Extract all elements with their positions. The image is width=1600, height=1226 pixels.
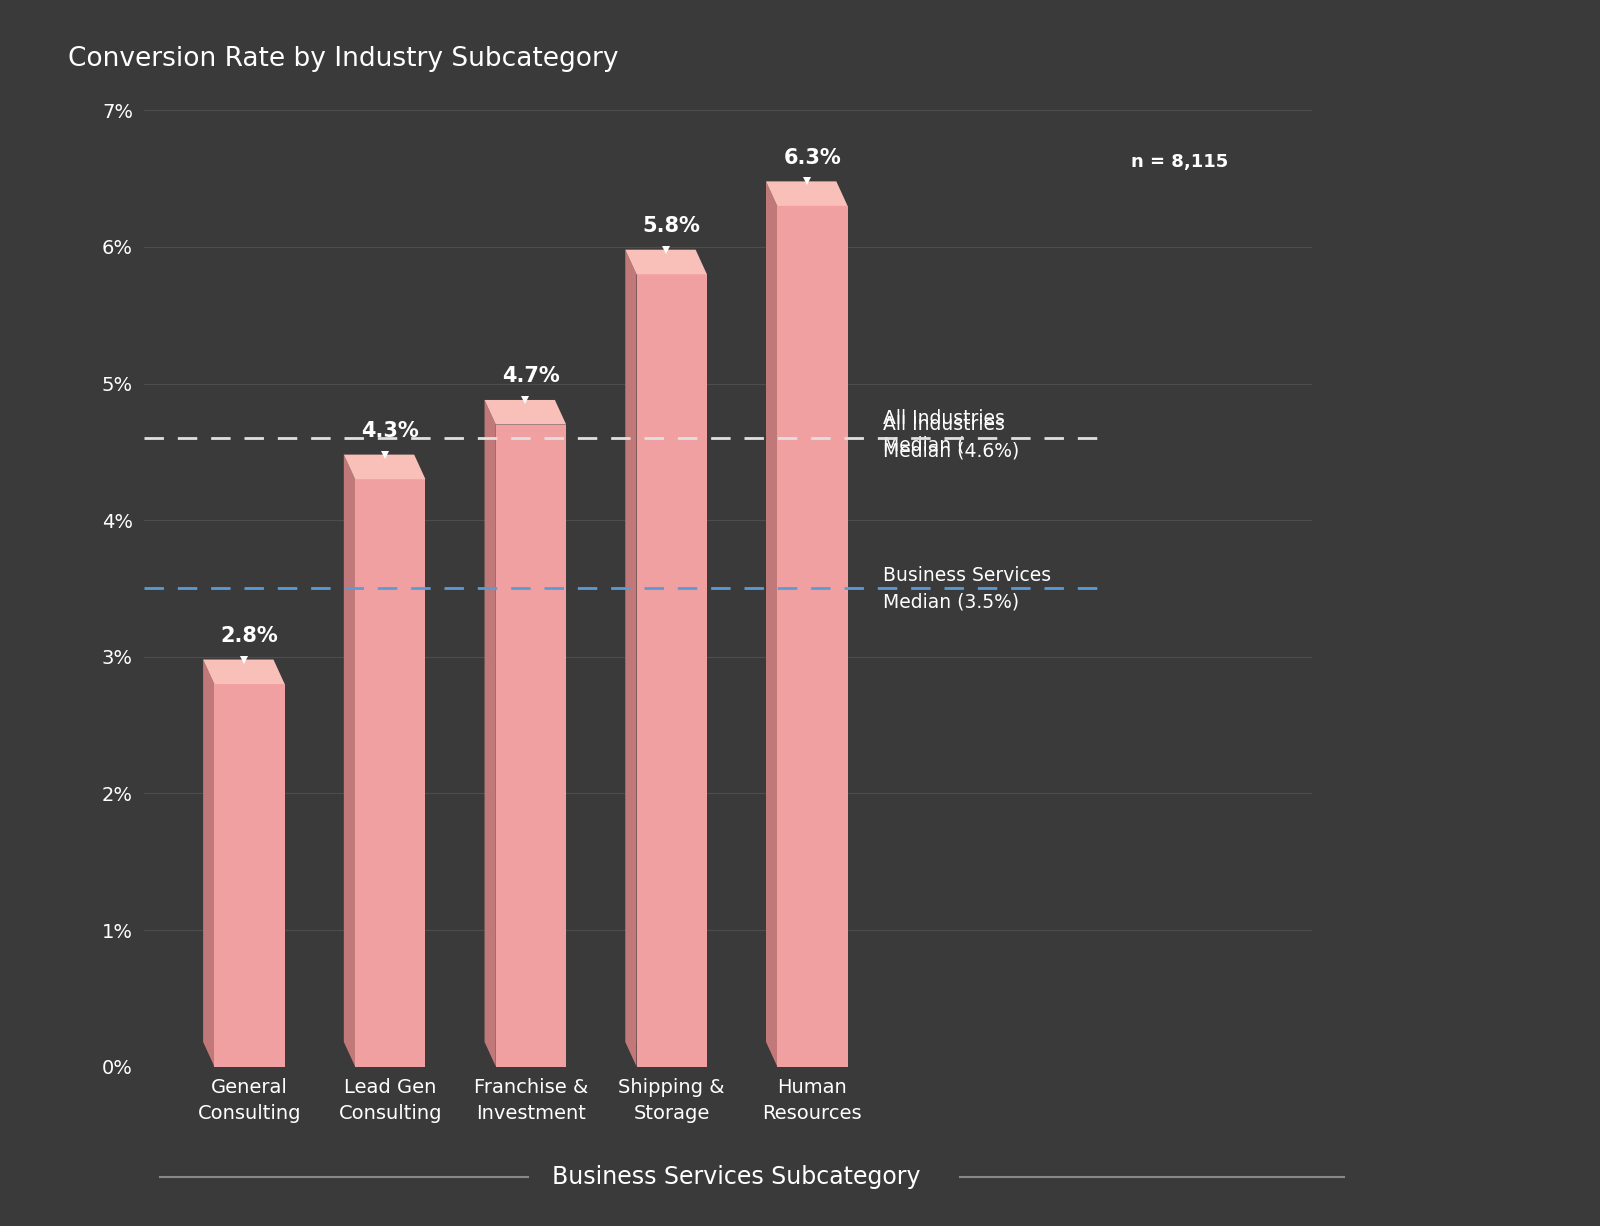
Polygon shape bbox=[766, 1042, 848, 1067]
Polygon shape bbox=[485, 1042, 566, 1067]
Text: Conversion Rate by Industry Subcategory: Conversion Rate by Industry Subcategory bbox=[69, 47, 619, 72]
Polygon shape bbox=[485, 400, 566, 424]
Text: 2.8%: 2.8% bbox=[221, 625, 278, 646]
Text: Business Services
Median (3.5%): Business Services Median (3.5%) bbox=[883, 565, 1051, 612]
Polygon shape bbox=[344, 455, 355, 1067]
Bar bbox=[778, 206, 848, 1067]
Text: Business Services Subcategory: Business Services Subcategory bbox=[552, 1165, 920, 1189]
Text: 6.3%: 6.3% bbox=[784, 147, 842, 168]
Bar bbox=[496, 424, 566, 1067]
Text: All Industries
Median (: All Industries Median ( bbox=[883, 408, 1005, 454]
Bar bbox=[355, 479, 426, 1067]
Text: All Industries
Median (4.6%): All Industries Median (4.6%) bbox=[883, 416, 1019, 461]
Polygon shape bbox=[203, 660, 285, 684]
Text: n = 8,115: n = 8,115 bbox=[1131, 153, 1229, 172]
Polygon shape bbox=[766, 181, 848, 206]
Polygon shape bbox=[203, 1042, 285, 1067]
Text: 5.8%: 5.8% bbox=[643, 216, 701, 237]
Polygon shape bbox=[626, 250, 707, 275]
Text: 4.3%: 4.3% bbox=[362, 421, 419, 441]
Polygon shape bbox=[344, 1042, 426, 1067]
Polygon shape bbox=[626, 250, 637, 1067]
Polygon shape bbox=[344, 455, 426, 479]
Polygon shape bbox=[485, 400, 496, 1067]
Text: 4.7%: 4.7% bbox=[502, 367, 560, 386]
Polygon shape bbox=[626, 1042, 707, 1067]
Bar bbox=[637, 275, 707, 1067]
Polygon shape bbox=[766, 181, 778, 1067]
Polygon shape bbox=[203, 660, 214, 1067]
Bar bbox=[214, 684, 285, 1067]
